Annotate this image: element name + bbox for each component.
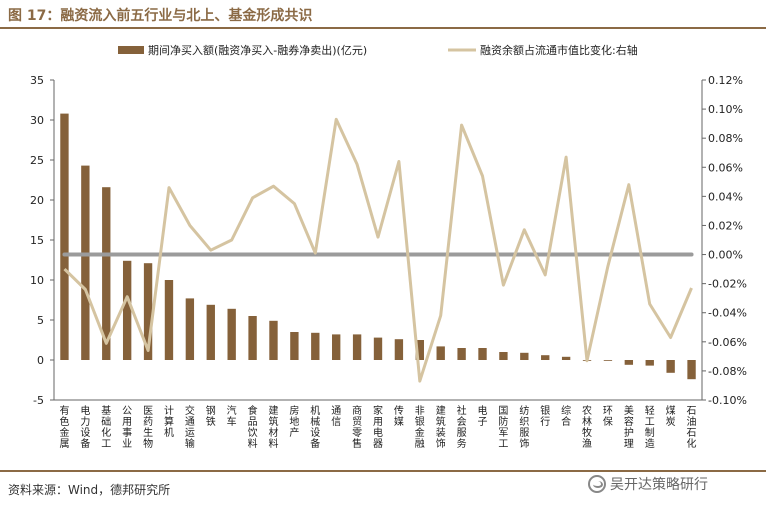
category-label: 通信 bbox=[331, 405, 341, 428]
combo-chart: 期间净买入额(融资净买入-融券净卖出)(亿元) 融资余额占流通市值比变化:右轴 … bbox=[30, 43, 747, 450]
watermark: 吴开达策略研行 bbox=[588, 474, 708, 494]
left-tick-label: 20 bbox=[30, 194, 44, 207]
category-label: 传媒 bbox=[394, 405, 404, 428]
bar bbox=[311, 332, 320, 360]
left-tick-label: 30 bbox=[30, 114, 44, 127]
right-tick-label: 0.04% bbox=[708, 190, 743, 203]
right-tick-label: -0.04% bbox=[708, 307, 747, 320]
bar bbox=[561, 356, 571, 360]
category-label: 食品饮料 bbox=[248, 404, 258, 450]
category-label: 社会服务 bbox=[457, 404, 467, 450]
bar bbox=[248, 316, 257, 360]
right-tick-label: 0.00% bbox=[708, 249, 743, 262]
category-label: 计算机 bbox=[164, 404, 174, 439]
right-tick-label: 0.12% bbox=[708, 74, 743, 87]
left-tick-label: -5 bbox=[33, 394, 44, 407]
bar bbox=[624, 360, 634, 365]
left-tick-label: 15 bbox=[30, 234, 44, 247]
category-label: 石油石化 bbox=[687, 406, 697, 450]
right-tick-label: 0.08% bbox=[708, 132, 743, 145]
bar bbox=[645, 360, 654, 366]
right-tick-label: 0.10% bbox=[708, 103, 743, 116]
bar bbox=[185, 298, 195, 360]
category-label: 纺织服饰 bbox=[519, 404, 529, 450]
legend-line-label: 融资余额占流通市值比变化:右轴 bbox=[480, 43, 638, 57]
category-label: 建筑材料 bbox=[268, 404, 278, 450]
category-label: 综合 bbox=[561, 404, 571, 428]
bar bbox=[290, 332, 299, 360]
right-tick-label: -0.10% bbox=[708, 394, 747, 407]
legend-bar-swatch bbox=[118, 46, 144, 54]
bar bbox=[143, 263, 153, 360]
category-label: 汽车 bbox=[227, 404, 237, 428]
bar bbox=[60, 113, 69, 360]
category-label: 商贸零售 bbox=[352, 404, 362, 450]
category-label: 轻工制造 bbox=[645, 404, 655, 450]
left-tick-label: 25 bbox=[30, 154, 44, 167]
bar bbox=[478, 348, 487, 360]
left-tick-label: 35 bbox=[30, 74, 44, 87]
bar bbox=[687, 360, 696, 380]
watermark-text: 吴开达策略研行 bbox=[610, 477, 708, 493]
top-rule bbox=[0, 27, 766, 29]
plot-area: -5 0 5 10 15 20 25 30 35 -0.10% -0.08% -0.06% -0.04%… bbox=[30, 74, 747, 450]
bar bbox=[164, 280, 174, 360]
bar bbox=[499, 352, 508, 360]
right-tick-label: -0.06% bbox=[708, 336, 747, 349]
bar bbox=[457, 348, 466, 360]
category-label: 建筑装饰 bbox=[436, 404, 446, 450]
right-tick-label: -0.08% bbox=[708, 365, 747, 378]
category-label: 农林牧渔 bbox=[582, 404, 592, 450]
category-label: 机械设备 bbox=[310, 404, 320, 450]
series-line bbox=[63, 117, 693, 383]
right-tick-label: -0.02% bbox=[708, 278, 747, 291]
category-label: 房地产 bbox=[289, 404, 299, 439]
bar bbox=[541, 355, 550, 360]
bar bbox=[206, 304, 215, 360]
bar bbox=[373, 337, 383, 360]
source-note: 资料来源：Wind，德邦研究所 bbox=[8, 483, 171, 497]
right-tick-label: 0.02% bbox=[708, 219, 743, 232]
left-tick-label: 5 bbox=[37, 314, 44, 327]
bar bbox=[436, 346, 445, 360]
chart-title: 图 17：融资流入前五行业与北上、基金形成共识 bbox=[8, 8, 313, 24]
category-label: 电子 bbox=[478, 404, 488, 428]
left-tick-label: 0 bbox=[37, 354, 44, 367]
bar bbox=[415, 340, 424, 360]
wechat-icon bbox=[588, 475, 606, 493]
category-label: 非银金融 bbox=[415, 405, 425, 450]
bar bbox=[122, 260, 132, 360]
category-label: 美容护理 bbox=[624, 404, 634, 450]
category-label: 有色金属 bbox=[59, 404, 69, 450]
bar bbox=[102, 187, 111, 360]
category-label: 银行 bbox=[540, 404, 550, 428]
bar bbox=[332, 334, 341, 360]
legend-bar-label: 期间净买入额(融资净买入-融券净卖出)(亿元) bbox=[148, 43, 367, 57]
category-label: 钢铁 bbox=[206, 404, 216, 428]
category-label: 医药生物 bbox=[143, 405, 153, 450]
category-label: 煤炭 bbox=[666, 404, 676, 428]
category-label: 家用电器 bbox=[373, 404, 383, 450]
category-label: 环保 bbox=[603, 406, 613, 428]
bar bbox=[227, 308, 236, 360]
bar bbox=[394, 339, 404, 360]
category-label: 电力设备 bbox=[80, 404, 90, 450]
bar bbox=[81, 165, 90, 360]
bottom-rule bbox=[0, 470, 766, 472]
category-label: 交通运输 bbox=[185, 404, 195, 450]
bar bbox=[269, 320, 278, 360]
legend: 期间净买入额(融资净买入-融券净卖出)(亿元) 融资余额占流通市值比变化:右轴 bbox=[118, 43, 638, 57]
bar bbox=[603, 360, 613, 361]
bar bbox=[666, 360, 675, 373]
left-tick-label: 10 bbox=[30, 274, 44, 287]
bar bbox=[520, 352, 529, 360]
category-label: 公用事业 bbox=[122, 406, 132, 450]
right-tick-label: 0.06% bbox=[708, 161, 743, 174]
category-label: 国防军工 bbox=[498, 405, 508, 450]
category-label: 基础化工 bbox=[101, 404, 111, 450]
bar bbox=[352, 334, 362, 360]
